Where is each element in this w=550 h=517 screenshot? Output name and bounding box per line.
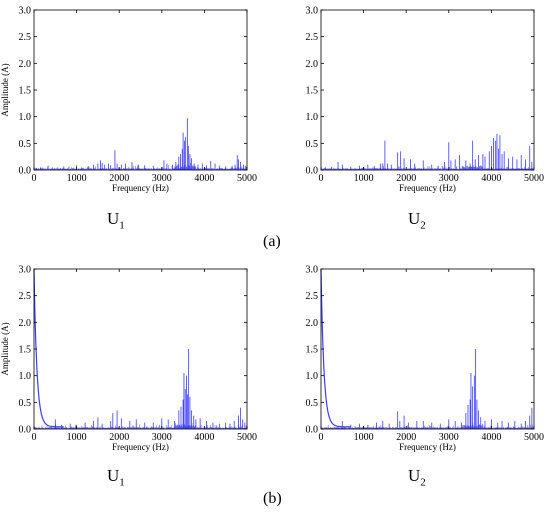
x-tick-label: 1000: [354, 173, 374, 184]
plot-frame: [320, 9, 535, 171]
x-axis-label: Frequency (Hz): [112, 183, 169, 193]
x-tick-label: 3000: [439, 173, 459, 184]
x-axis-label: Frequency (Hz): [399, 183, 456, 193]
x-tick-label: 4000: [194, 432, 214, 443]
y-tick-label: 2.5: [19, 291, 32, 302]
y-tick-label: 0.0: [19, 166, 32, 177]
y-tick-label: 0.5: [306, 398, 319, 409]
plot-frame: [33, 9, 248, 171]
y-tick-label: 3.0: [19, 6, 32, 17]
y-tick-label: 0.5: [19, 139, 32, 150]
x-axis-label: Frequency (Hz): [112, 442, 169, 452]
y-tick-label: 3.0: [306, 6, 319, 17]
x-tick-label: 3000: [152, 432, 172, 443]
x-tick-label: 4000: [481, 173, 501, 184]
low-frequency-decay: [33, 268, 64, 428]
x-tick-label: 5000: [524, 432, 544, 443]
y-axis-label: Amplitude (A): [0, 63, 10, 116]
y-tick-label: 1.0: [19, 371, 32, 382]
y-tick-label: 0.0: [306, 166, 319, 177]
x-axis-label: Frequency (Hz): [399, 442, 456, 452]
y-tick-label: 3.0: [306, 265, 319, 276]
y-tick-label: 1.5: [306, 345, 319, 356]
low-frequency-decay: [320, 268, 351, 428]
x-tick-label: 1000: [67, 432, 87, 443]
plot-frame: [33, 268, 248, 430]
y-tick-label: 0.5: [19, 398, 32, 409]
y-tick-label: 1.0: [19, 112, 32, 123]
chart-b-U1: 0.0 0.5 1.0 1.5 2.0 2.5 3.0 0 1000 2000 3000 4000 50…: [0, 265, 257, 453]
caption-a-u2: U2: [408, 209, 426, 232]
y-tick-label: 0.0: [306, 425, 319, 436]
x-tick-label: 2000: [109, 432, 129, 443]
y-tick-label: 2.0: [306, 318, 319, 329]
chart-b-U2: 0.0 0.5 1.0 1.5 2.0 2.5 3.0 0 1000 2000 3000 4000 50…: [306, 265, 545, 453]
x-tick-label: 2000: [396, 432, 416, 443]
x-tick-label: 0: [32, 173, 37, 184]
caption-b-u1: U1: [107, 466, 125, 489]
plot-frame: [320, 268, 535, 430]
y-axis-label: Amplitude (A): [0, 322, 10, 375]
y-tick-label: 3.0: [19, 265, 32, 276]
x-tick-label: 1000: [67, 173, 87, 184]
y-tick-label: 1.5: [306, 86, 319, 97]
y-tick-label: 2.5: [306, 291, 319, 302]
y-tick-label: 2.5: [306, 32, 319, 43]
y-tick-label: 2.0: [19, 59, 32, 70]
x-tick-label: 2000: [109, 173, 129, 184]
x-tick-label: 0: [32, 432, 37, 443]
x-tick-label: 3000: [152, 173, 172, 184]
chart-a-U2: 0.0 0.5 1.0 1.5 2.0 2.5 3.0 0 1000 2000 3000 4000 50…: [306, 6, 545, 194]
x-tick-label: 4000: [481, 432, 501, 443]
y-tick-label: 2.0: [19, 318, 32, 329]
y-tick-label: 2.5: [19, 32, 32, 43]
panel-label-b: (b): [263, 490, 282, 507]
x-tick-label: 4000: [194, 173, 214, 184]
y-tick-label: 1.0: [306, 112, 319, 123]
x-tick-label: 0: [319, 432, 324, 443]
panel-label-a: (a): [263, 233, 281, 250]
x-tick-label: 1000: [354, 432, 374, 443]
x-tick-label: 5000: [524, 173, 544, 184]
y-tick-label: 1.5: [19, 345, 32, 356]
noise-floor: [33, 422, 248, 429]
x-tick-label: 3000: [439, 432, 459, 443]
x-tick-label: 5000: [237, 432, 257, 443]
x-tick-label: 5000: [237, 173, 257, 184]
y-tick-label: 1.0: [306, 371, 319, 382]
caption-b-u2: U2: [408, 466, 426, 489]
x-tick-label: 2000: [396, 173, 416, 184]
x-tick-label: 0: [319, 173, 324, 184]
caption-a-u1: U1: [107, 209, 125, 232]
y-tick-label: 0.5: [306, 139, 319, 150]
y-tick-label: 0.0: [19, 425, 32, 436]
y-tick-label: 2.0: [306, 59, 319, 70]
chart-a-U1: 0.0 0.5 1.0 1.5 2.0 2.5 3.0 0 1000 2000 3000 4000 50…: [0, 6, 257, 194]
y-tick-label: 1.5: [19, 86, 32, 97]
